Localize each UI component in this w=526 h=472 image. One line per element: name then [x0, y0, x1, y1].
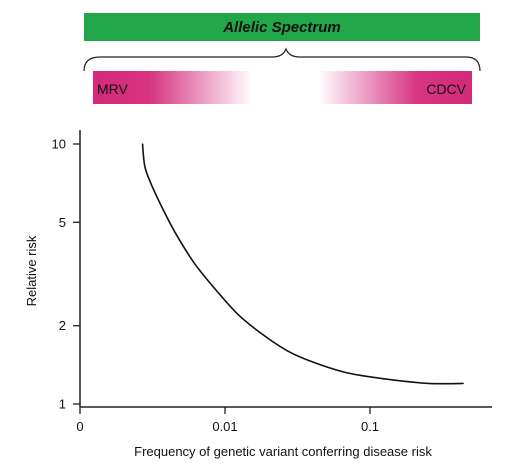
- x-tick-label: 0: [76, 419, 83, 434]
- mrv-label: MRV: [97, 81, 129, 97]
- curve-point: [175, 233, 177, 235]
- curve-point: [462, 382, 464, 385]
- curve-point: [193, 261, 195, 264]
- curve-point: [144, 165, 146, 168]
- curve-point: [213, 287, 215, 289]
- y-tick-label: 10: [52, 137, 66, 152]
- curve-point: [312, 361, 314, 363]
- mrv-range-gradient: [93, 71, 253, 104]
- y-axis-label: Relative risk: [24, 235, 39, 306]
- x-tick-group: 0 0.01 0.1: [76, 407, 379, 434]
- curve-point: [237, 314, 240, 316]
- curve-point: [383, 378, 385, 380]
- curve-point: [141, 143, 144, 145]
- curve-point: [286, 350, 289, 352]
- x-tick-label: 0.1: [361, 419, 379, 434]
- x-axis-label: Frequency of genetic variant conferring …: [134, 444, 432, 459]
- curve-point: [163, 210, 165, 213]
- curve-point: [150, 183, 152, 185]
- curve-point: [427, 382, 429, 385]
- y-tick-group: 1 2 5 10: [52, 137, 80, 412]
- spectrum-brace: [83, 47, 481, 72]
- curve-point: [345, 372, 347, 374]
- y-tick-label: 1: [59, 397, 66, 412]
- y-tick-label: 2: [59, 318, 66, 333]
- y-tick-label: 5: [59, 215, 66, 230]
- curve-point: [262, 333, 264, 336]
- cdcv-label: CDCV: [426, 81, 466, 97]
- x-tick-label: 0.01: [212, 419, 237, 434]
- relative-risk-curve: [141, 143, 464, 385]
- allelic-spectrum-banner: [84, 13, 480, 41]
- relative-risk-points: [141, 143, 464, 385]
- cdcv-range-gradient: [318, 71, 472, 104]
- banner-title: Allelic Spectrum: [222, 19, 341, 36]
